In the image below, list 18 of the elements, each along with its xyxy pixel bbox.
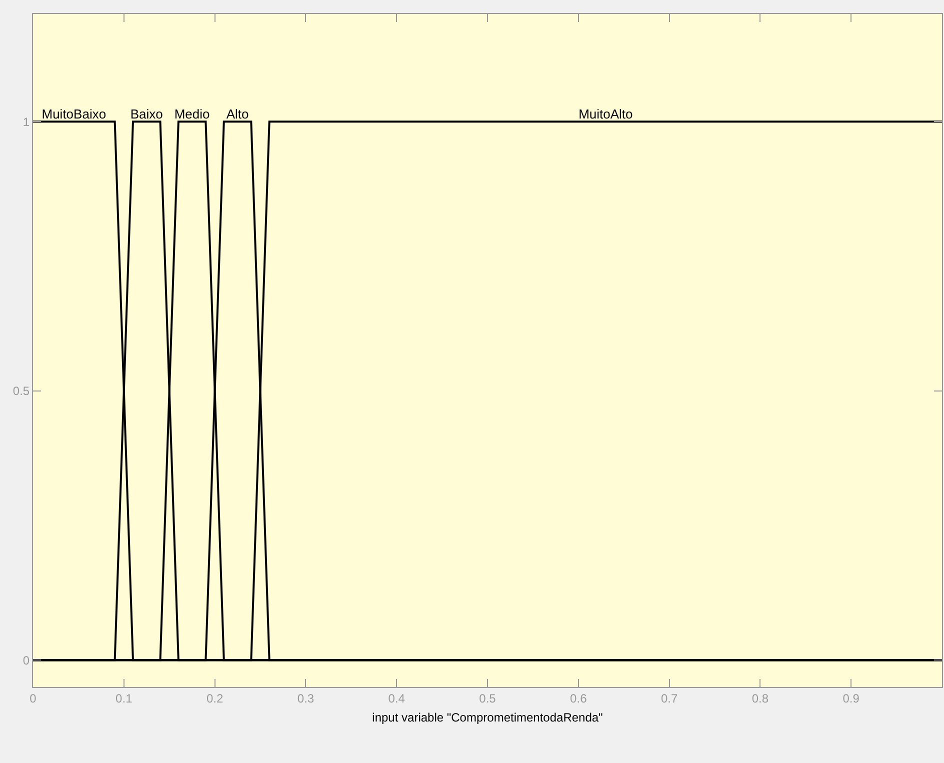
x-tick-label: 0.3 bbox=[297, 691, 314, 706]
series-label: MuitoBaixo bbox=[42, 106, 106, 122]
x-tick-label: 0.5 bbox=[479, 691, 496, 706]
x-tick-label: 0.1 bbox=[116, 691, 133, 706]
x-axis-title: input variable "ComprometimentodaRenda" bbox=[372, 710, 603, 724]
x-tick-label: 0.8 bbox=[752, 691, 769, 706]
series-label: MuitoAlto bbox=[578, 106, 633, 122]
x-tick-label: 0.9 bbox=[842, 691, 860, 706]
x-tick-label: 0.4 bbox=[388, 691, 406, 706]
series-label: Alto bbox=[226, 106, 249, 122]
y-tick-label: 1 bbox=[22, 114, 30, 129]
x-tick-label: 0.6 bbox=[570, 691, 588, 706]
x-tick-label: 0.2 bbox=[206, 691, 224, 706]
series-label: Medio bbox=[174, 106, 210, 122]
x-tick-label: 0.7 bbox=[660, 691, 678, 706]
y-tick-label: 0 bbox=[22, 653, 30, 668]
y-tick-label: 0.5 bbox=[12, 384, 30, 398]
series-label: Baixo bbox=[130, 106, 163, 122]
